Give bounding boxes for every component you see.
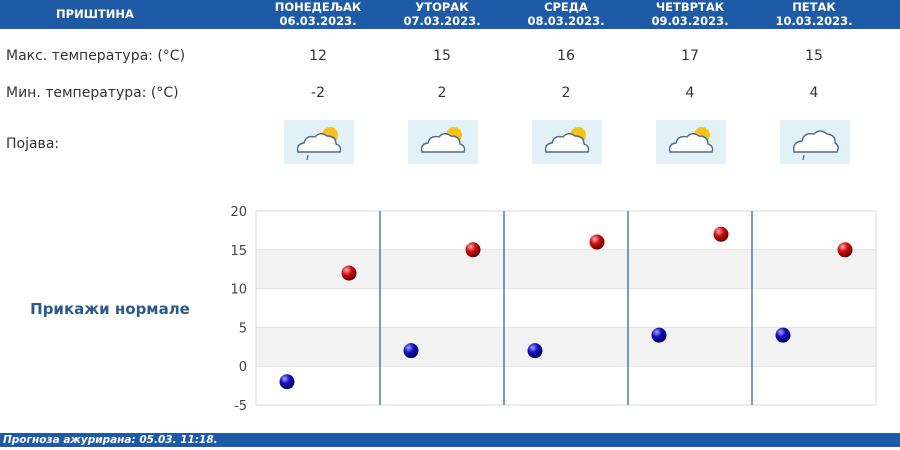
phenomenon-label: Појава: — [6, 136, 60, 152]
day-date: 07.03.2023. — [403, 13, 481, 28]
day-name: УТОРАК — [415, 0, 469, 14]
max-temp-point — [589, 234, 605, 250]
day-header-2: УТОРАК 07.03.2023. — [380, 0, 504, 28]
day-date: 06.03.2023. — [279, 13, 357, 28]
y-tick-label: -5 — [234, 399, 247, 414]
min-temp-label: Мин. температура: (°C) — [6, 85, 179, 101]
day-name: ПОНЕДЕЉАК — [274, 0, 362, 14]
city-name: ПРИШТИНА — [56, 7, 134, 21]
min-temp-value: 2 — [437, 85, 447, 101]
max-temp-point — [713, 226, 729, 242]
min-temp-value: 4 — [809, 85, 819, 101]
forecast-header: ПРИШТИНА ПОНЕДЕЉАК 06.03.2023. УТОРАК 07… — [0, 0, 900, 29]
show-normals-button[interactable]: Прикажи нормале — [30, 300, 190, 318]
day-name: ЧЕТВРТАК — [655, 0, 725, 14]
chart-bands — [256, 249, 876, 367]
day-date: 10.03.2023. — [775, 13, 853, 28]
plot-border — [255, 210, 877, 406]
min-temp-point — [279, 374, 295, 390]
min-temp-value: -2 — [311, 85, 325, 101]
day-name: ПЕТАК — [792, 0, 836, 14]
chart-band — [256, 327, 876, 367]
max-temp-value: 15 — [433, 48, 451, 64]
max-temp-value: 12 — [309, 48, 327, 64]
min-temp-point — [775, 327, 791, 343]
day-name: СРЕДА — [544, 0, 588, 14]
y-tick-label: 5 — [239, 321, 247, 336]
max-temp-point — [465, 242, 481, 258]
chart-gridlines — [256, 210, 876, 406]
min-temp-value: 2 — [561, 85, 571, 101]
chart-points — [279, 226, 853, 390]
max-temp-value: 15 — [805, 48, 823, 64]
partly-cloudy-icon — [656, 120, 726, 164]
day-header-5: ПЕТАК 10.03.2023. — [752, 0, 876, 28]
y-tick-label: 15 — [230, 244, 247, 259]
y-tick-label: 10 — [230, 283, 247, 298]
min-temp-point — [651, 327, 667, 343]
partly-cloudy-icon — [532, 120, 602, 164]
partly-cloudy-drizzle-icon — [284, 120, 354, 164]
day-header-3: СРЕДА 08.03.2023. — [504, 0, 628, 28]
max-temp-value: 17 — [681, 48, 699, 64]
partly-cloudy-icon — [408, 120, 478, 164]
day-header-1: ПОНЕДЕЉАК 06.03.2023. — [256, 0, 380, 28]
y-tick-label: 0 — [239, 360, 247, 375]
cloudy-drizzle-icon — [780, 120, 850, 164]
max-temp-point — [341, 265, 357, 281]
max-temp-point — [837, 242, 853, 258]
forecast-updated-footer: Прогноза ажурирана: 05.03. 11:18. — [0, 433, 900, 447]
max-temp-label: Макс. температура: (°C) — [6, 48, 186, 64]
temperature-chart: 20 15 10 5 0 -5 — [230, 205, 877, 414]
chart-band — [256, 249, 876, 289]
y-tick-label: 20 — [230, 205, 247, 220]
day-date: 09.03.2023. — [651, 13, 729, 28]
day-header-4: ЧЕТВРТАК 09.03.2023. — [628, 0, 752, 28]
day-date: 08.03.2023. — [527, 13, 605, 28]
min-temp-point — [403, 343, 419, 359]
day-separators — [379, 211, 753, 405]
min-temp-point — [527, 343, 543, 359]
y-axis-ticks: 20 15 10 5 0 -5 — [230, 205, 247, 414]
min-temp-value: 4 — [685, 85, 695, 101]
max-temp-value: 16 — [557, 48, 575, 64]
